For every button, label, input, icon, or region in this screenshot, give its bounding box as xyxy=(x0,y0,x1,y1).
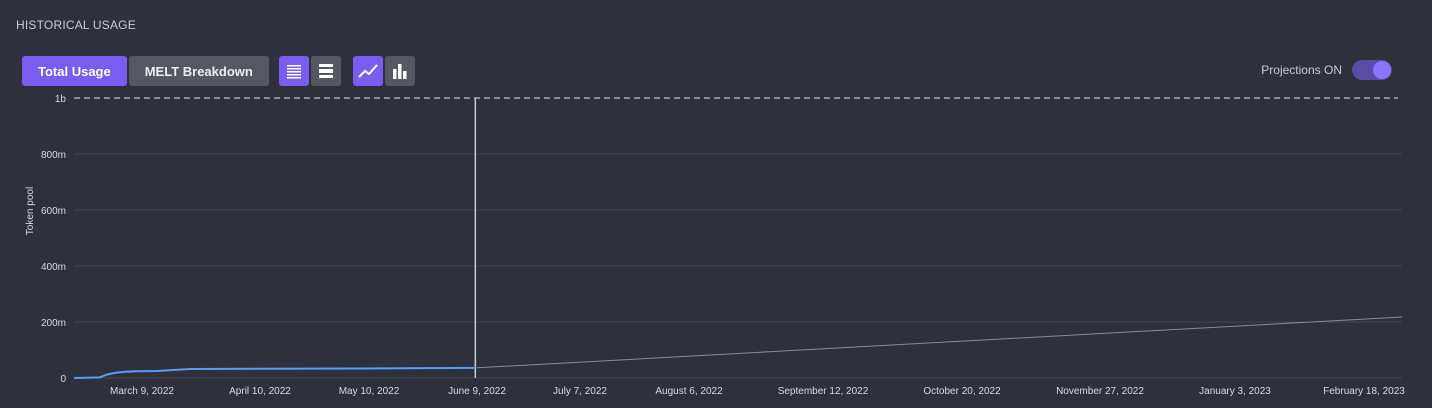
x-tick-label: November 27, 2022 xyxy=(1056,386,1144,397)
y-axis-label: Token pool xyxy=(25,187,36,235)
line-chart-button[interactable] xyxy=(352,56,383,86)
x-tick-label: October 20, 2022 xyxy=(923,386,1001,397)
y-tick-label: 0 xyxy=(60,374,66,385)
x-tick-label: January 3, 2023 xyxy=(1199,386,1271,397)
list-compact-button[interactable] xyxy=(310,56,341,86)
list-dense-icon xyxy=(286,65,301,79)
x-tick-label: July 7, 2022 xyxy=(553,386,607,397)
total-usage-button[interactable]: Total Usage xyxy=(22,56,127,86)
list-dense-button[interactable] xyxy=(278,56,309,86)
line-chart-icon xyxy=(358,64,378,78)
x-tick-label: May 10, 2022 xyxy=(339,386,400,397)
y-tick-label: 800m xyxy=(41,150,66,161)
projections-toggle[interactable] xyxy=(1352,60,1392,80)
x-tick-label: April 10, 2022 xyxy=(229,386,291,397)
panel-title: HISTORICAL USAGE xyxy=(16,18,136,32)
actual-usage-line xyxy=(73,366,476,379)
chart-toolbar: Total Usage MELT Breakdown xyxy=(22,56,417,86)
bar-chart-icon xyxy=(392,64,407,79)
y-tick-label: 400m xyxy=(41,262,66,273)
y-tick-label: 600m xyxy=(41,206,66,217)
y-tick-label: 1b xyxy=(55,94,67,105)
x-tick-label: March 9, 2022 xyxy=(110,386,174,397)
projections-label: Projections ON xyxy=(1261,63,1342,77)
x-tick-label: February 18, 2023 xyxy=(1323,386,1405,397)
toggle-knob xyxy=(1373,61,1391,79)
list-compact-icon xyxy=(318,64,333,78)
y-tick-label: 200m xyxy=(41,318,66,329)
density-toggle-group xyxy=(278,56,343,86)
projections-toggle-row: Projections ON xyxy=(1261,60,1392,80)
chart-type-toggle-group xyxy=(352,56,417,86)
bar-chart-button[interactable] xyxy=(384,56,415,86)
x-tick-label: September 12, 2022 xyxy=(778,386,869,397)
projection-line xyxy=(475,316,1403,369)
x-tick-label: June 9, 2022 xyxy=(448,386,506,397)
x-tick-label: August 6, 2022 xyxy=(655,386,723,397)
melt-breakdown-button[interactable]: MELT Breakdown xyxy=(128,56,269,86)
